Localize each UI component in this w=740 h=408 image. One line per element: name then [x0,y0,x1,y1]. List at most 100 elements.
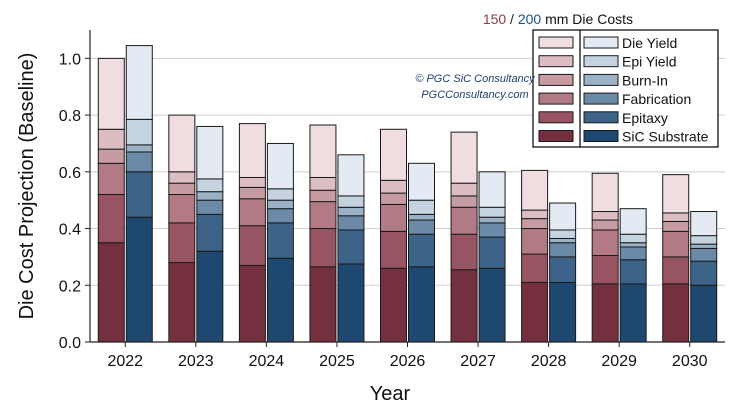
bar-segment-200mm-2022-burn-in [125,144,153,153]
bar-segment-200mm-2027-sic-substrate [478,267,506,343]
watermark-line-2: PGCConsultancy.com [421,89,528,101]
legend-swatch-200mm [583,73,619,86]
bar-segment-200mm-2024-sic-substrate [266,257,294,343]
bar-segment-150mm-2028-epitaxy [521,253,549,283]
bar-segment-200mm-2023-die-yield [196,125,224,180]
bar-segment-150mm-2029-epitaxy [591,254,619,285]
bar-stacks [97,45,718,343]
bar-segment-150mm-2030-sic-substrate [662,283,690,343]
bar-segment-200mm-2025-epitaxy [337,229,365,265]
bar-segment-150mm-2029-burn-in [591,219,619,231]
legend-swatch-150mm [538,73,574,86]
bar-segment-150mm-2026-burn-in [380,192,407,205]
bar-segment-150mm-2022-epi-yield [97,128,125,150]
legend-title-sep: / [506,11,518,27]
bar-segment-200mm-2023-sic-substrate [196,250,224,343]
bar-segment-200mm-2027-fabrication [478,222,506,238]
legend-title: 150 / 200 mm Die Costs [483,11,633,27]
legend-label: SiC Substrate [622,129,709,145]
bar-segment-200mm-2027-epitaxy [478,236,506,269]
bar-segment-200mm-2030-sic-substrate [690,284,718,343]
y-tick-label: 0.8 [59,108,81,125]
bar-segment-150mm-2022-fabrication [97,162,125,196]
bar-segment-200mm-2025-fabrication [337,215,365,231]
legend-swatch-200mm [583,111,619,124]
x-tick-label: 2024 [249,353,285,370]
bar-segment-150mm-2030-epitaxy [662,256,690,285]
legend-box [532,29,719,148]
bar-segment-200mm-2027-die-yield [478,171,506,208]
bar-segment-150mm-2026-fabrication [380,203,407,232]
bar-segment-200mm-2022-die-yield [125,45,153,120]
bar-segment-200mm-2029-epi-yield [619,233,647,244]
bar-segment-200mm-2026-die-yield [408,162,435,201]
bar-segment-200mm-2030-die-yield [690,211,718,237]
bar-segment-150mm-2026-epitaxy [380,230,407,269]
bar-segment-200mm-2028-sic-substrate [549,281,577,343]
x-tick-label: 2026 [390,353,426,370]
bar-segment-150mm-2028-die-yield [521,169,549,211]
bar-segment-150mm-2023-burn-in [168,182,196,196]
bar-segment-200mm-2025-epi-yield [337,195,365,208]
bar-segment-200mm-2024-die-yield [266,142,294,190]
x-axis-label: Year [370,383,411,405]
bar-segment-150mm-2023-die-yield [168,114,196,173]
bar-segment-200mm-2025-sic-substrate [337,263,365,343]
y-tick-label: 0.0 [59,335,81,352]
bar-segment-150mm-2028-burn-in [521,218,549,230]
bar-segment-150mm-2030-fabrication [662,230,690,258]
bar-segment-150mm-2022-epitaxy [97,194,125,244]
bar-segment-200mm-2023-fabrication [196,199,224,215]
bar-segment-150mm-2024-burn-in [238,186,266,200]
bar-segment-150mm-2025-sic-substrate [309,266,337,343]
bar-segment-200mm-2027-epi-yield [478,206,506,218]
y-tick-label: 1.0 [59,51,81,68]
bar-segment-200mm-2026-epitaxy [408,233,435,268]
y-tick-label: 0.4 [59,222,81,239]
bar-segment-150mm-2025-epi-yield [309,176,337,191]
x-tick-label: 2022 [107,353,143,370]
legend-title-150: 150 [483,11,507,27]
bar-segment-200mm-2029-sic-substrate [619,283,647,343]
bar-segment-200mm-2028-fabrication [549,242,577,258]
bar-segment-150mm-2022-sic-substrate [97,242,125,343]
legend-swatch-200mm [583,92,619,105]
x-tick-label: 2023 [178,353,214,370]
bar-segment-150mm-2024-epitaxy [238,225,266,266]
legend-swatch-200mm [583,36,619,49]
bar-segment-200mm-2030-fabrication [690,247,718,262]
legend-label: Die Yield [622,35,677,51]
legend: Die Yield Epi Yield Burn-In Fabrication Epit… [532,29,719,148]
legend-swatch-200mm [583,55,619,68]
x-tick-label: 2025 [319,353,355,370]
legend-label: Epi Yield [622,54,676,70]
legend-swatch-150mm [538,130,574,142]
bar-segment-150mm-2025-fabrication [309,201,337,230]
watermark-line-1: © PGC SiC Consultancy [415,73,536,85]
bar-segment-150mm-2023-fabrication [168,194,196,224]
legend-title-suffix: mm Die Costs [541,11,633,27]
bar-segment-150mm-2024-fabrication [238,198,266,227]
bar-segment-150mm-2030-epi-yield [662,212,690,222]
legend-swatch-150mm [538,36,574,49]
bar-segment-150mm-2025-burn-in [309,189,337,203]
bar-segment-200mm-2024-fabrication [266,208,294,224]
bar-segment-200mm-2023-epi-yield [196,178,224,193]
bar-segment-200mm-2022-epi-yield [125,118,153,146]
bar-segment-200mm-2029-die-yield [619,208,647,235]
bar-segment-150mm-2028-fabrication [521,228,549,255]
y-axis-label: Die Cost Projection (Baseline) [16,53,38,320]
legend-label: Burn-In [622,72,668,88]
bar-segment-150mm-2029-epi-yield [591,211,619,221]
bar-segment-150mm-2027-fabrication [450,206,478,235]
bar-segment-150mm-2023-epi-yield [168,171,196,184]
bar-segment-200mm-2029-epitaxy [619,259,647,285]
legend-label: Fabrication [622,91,691,107]
bar-segment-150mm-2027-sic-substrate [450,269,478,343]
bar-segment-150mm-2029-die-yield [591,172,619,213]
bar-segment-150mm-2028-epi-yield [521,209,549,220]
bar-segment-200mm-2028-epitaxy [549,256,577,283]
x-tick-label: 2028 [531,353,567,370]
bar-segment-200mm-2025-die-yield [337,154,365,197]
bar-segment-200mm-2028-die-yield [549,202,577,231]
